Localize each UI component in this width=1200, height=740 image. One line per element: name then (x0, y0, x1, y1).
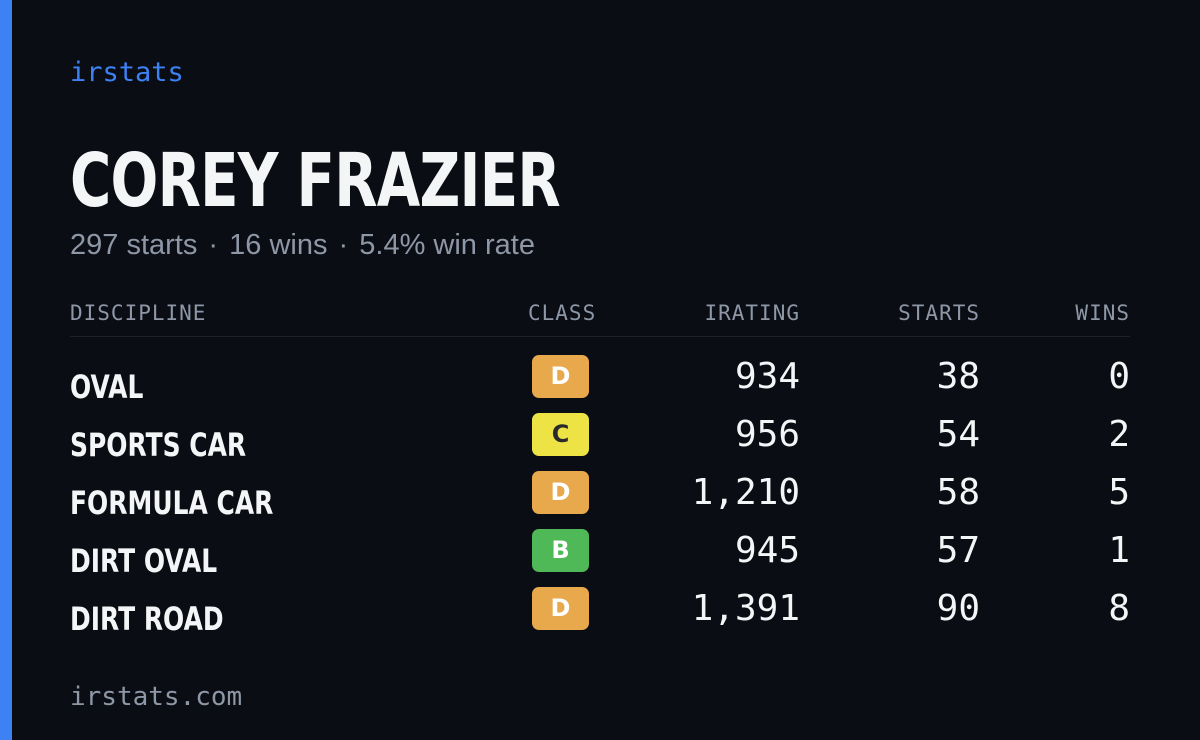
driver-name: COREY FRAZIER (70, 138, 561, 224)
summary-separator: · (208, 229, 219, 261)
irating-value: 945 (734, 530, 800, 571)
wins-value: 0 (1108, 356, 1130, 397)
accent-bar (0, 0, 12, 740)
wins-value: 2 (1108, 414, 1130, 455)
discipline-name: OVAL (70, 368, 144, 406)
starts-value: 54 (936, 414, 980, 455)
win-rate: 5.4% win rate (359, 229, 535, 261)
table-row: OVAL D 934 38 0 (70, 355, 1130, 413)
irating-value: 1,210 (691, 472, 800, 513)
starts-value: 38 (936, 356, 980, 397)
total-wins: 16 wins (229, 229, 328, 261)
table-row: SPORTS CAR C 956 54 2 (70, 413, 1130, 471)
starts-value: 58 (936, 472, 980, 513)
starts-value: 90 (936, 588, 980, 629)
irating-value: 1,391 (691, 588, 800, 629)
table-row: DIRT OVAL B 945 57 1 (70, 529, 1130, 587)
column-header-starts: STARTS (898, 301, 980, 325)
discipline-name: DIRT ROAD (70, 600, 224, 638)
irating-value: 956 (734, 414, 800, 455)
discipline-name: FORMULA CAR (70, 484, 274, 522)
table-row: FORMULA CAR D 1,210 58 5 (70, 471, 1130, 529)
column-header-wins: WINS (1075, 301, 1130, 325)
discipline-table: DISCIPLINE CLASS IRATING STARTS WINS OVA… (70, 296, 1130, 638)
starts-value: 57 (936, 530, 980, 571)
wins-value: 1 (1108, 530, 1130, 571)
discipline-name: DIRT OVAL (70, 542, 218, 580)
class-badge: D (532, 471, 589, 514)
column-header-class: CLASS (528, 301, 597, 325)
class-badge: D (532, 587, 589, 630)
brand-logo-text: irstats (70, 57, 184, 88)
column-header-irating: IRATING (704, 301, 800, 325)
table-row: DIRT ROAD D 1,391 90 8 (70, 587, 1130, 645)
irating-value: 934 (734, 356, 800, 397)
table-body: OVAL D 934 38 0 SPORTS CAR C 956 54 2 FO… (70, 355, 1130, 645)
summary-separator: · (338, 229, 349, 261)
class-badge: C (532, 413, 589, 456)
column-header-discipline: DISCIPLINE (70, 301, 207, 325)
footer-url: irstats.com (70, 682, 243, 712)
table-header: DISCIPLINE CLASS IRATING STARTS WINS (70, 296, 1130, 337)
total-starts: 297 starts (70, 229, 198, 261)
discipline-name: SPORTS CAR (70, 426, 247, 464)
class-badge: D (532, 355, 589, 398)
wins-value: 5 (1108, 472, 1130, 513)
class-badge: B (532, 529, 589, 572)
wins-value: 8 (1108, 588, 1130, 629)
driver-summary: 297 starts · 16 wins · 5.4% win rate (70, 228, 535, 262)
